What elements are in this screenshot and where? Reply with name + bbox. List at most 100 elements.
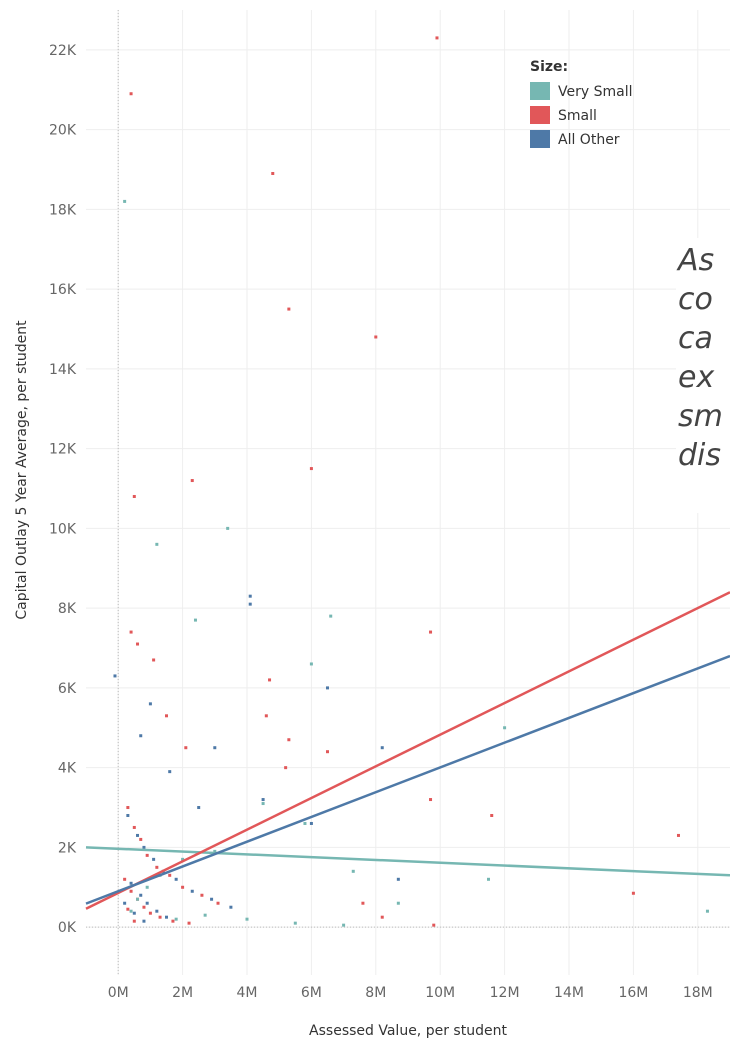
data-point [326, 686, 329, 690]
data-point [248, 602, 252, 606]
data-point [132, 919, 136, 923]
data-point [174, 877, 178, 881]
annotation-line: dis [678, 438, 721, 473]
data-point [229, 905, 233, 909]
data-point [676, 833, 680, 837]
annotation-line: co [678, 282, 713, 317]
data-point [165, 915, 168, 919]
annotation-line: ca [678, 321, 713, 356]
data-point [132, 825, 136, 829]
trend-line [85, 654, 730, 905]
data-point [193, 618, 197, 622]
data-point [132, 911, 136, 915]
data-point [396, 877, 400, 881]
x-tick-label: 8M [365, 985, 386, 1001]
data-point [435, 36, 439, 40]
data-point [216, 901, 220, 905]
annotation-text: As co ca ex sm dis [676, 243, 723, 473]
data-point [129, 909, 133, 913]
y-tick-label: 16K [49, 282, 77, 298]
legend-swatch [530, 130, 550, 148]
data-point [113, 674, 117, 678]
data-point [309, 467, 313, 471]
y-tick-label: 22K [49, 43, 77, 59]
data-point [287, 307, 291, 311]
data-point [145, 885, 149, 889]
x-tick-label: 14M [554, 985, 584, 1001]
data-point [429, 630, 433, 634]
data-point [126, 907, 130, 911]
y-tick-label: 4K [58, 761, 77, 777]
trend-lines [85, 591, 730, 910]
legend-swatch [530, 82, 550, 100]
y-tick-label: 20K [49, 123, 77, 139]
data-point [184, 746, 188, 750]
data-point [213, 746, 217, 750]
x-tick-label: 0M [108, 985, 129, 1001]
data-point [432, 923, 436, 927]
data-point [129, 92, 133, 96]
data-point [197, 806, 201, 810]
annotation-line: As [676, 243, 714, 278]
data-point [303, 821, 307, 825]
gridlines [86, 10, 730, 975]
data-point [284, 766, 288, 770]
data-point [158, 915, 162, 919]
legend-label: Very Small [558, 84, 632, 100]
data-point [361, 901, 365, 905]
data-point [261, 798, 265, 802]
annotation-line: sm [678, 399, 723, 434]
data-point [190, 479, 194, 483]
y-axis-title: Capital Outlay 5 Year Average, per stude… [14, 320, 30, 620]
x-tick-label: 16M [618, 985, 648, 1001]
data-point [123, 901, 127, 905]
data-point [139, 893, 143, 897]
data-point [374, 335, 378, 339]
data-point [380, 746, 384, 750]
data-point [396, 901, 400, 905]
x-tick-label: 10M [425, 985, 455, 1001]
data-point [136, 833, 140, 837]
y-tick-label: 6K [58, 681, 77, 697]
data-point [155, 909, 159, 913]
y-axis-ticks: 0K 2K 4K 6K 8K 10K 12K 14K 16K 18K 20K 22K [49, 43, 77, 936]
legend-label: Small [558, 108, 597, 124]
data-point [490, 813, 494, 817]
data-point [190, 889, 194, 893]
data-point [210, 897, 214, 901]
data-point [136, 897, 140, 901]
data-point [126, 806, 130, 810]
annotation-line: ex [678, 360, 714, 395]
data-point [268, 678, 272, 682]
data-point [139, 734, 143, 738]
data-point [136, 642, 140, 646]
y-tick-label: 18K [49, 202, 77, 218]
data-point [132, 494, 136, 498]
data-point [203, 913, 207, 917]
x-axis-ticks: 0M 2M 4M 6M 8M 10M 12M 14M 16M 18M [108, 985, 713, 1001]
trend-line [85, 591, 730, 910]
data-point [145, 853, 149, 857]
data-point [129, 889, 133, 893]
x-tick-label: 2M [172, 985, 193, 1001]
data-point [631, 891, 635, 895]
data-point [148, 702, 152, 706]
y-tick-label: 14K [49, 362, 77, 378]
data-point [329, 614, 333, 618]
legend-swatch [530, 106, 550, 124]
data-point [155, 542, 159, 546]
data-point [142, 905, 146, 909]
data-point [187, 921, 191, 925]
data-point [271, 171, 275, 175]
data-point [261, 802, 265, 806]
data-point [145, 901, 149, 905]
data-point [245, 917, 249, 921]
data-point [200, 893, 204, 897]
data-point [351, 869, 355, 873]
data-point [126, 813, 130, 817]
data-point [264, 714, 268, 718]
data-point [168, 770, 172, 774]
data-point [174, 917, 178, 921]
data-point [168, 873, 172, 877]
